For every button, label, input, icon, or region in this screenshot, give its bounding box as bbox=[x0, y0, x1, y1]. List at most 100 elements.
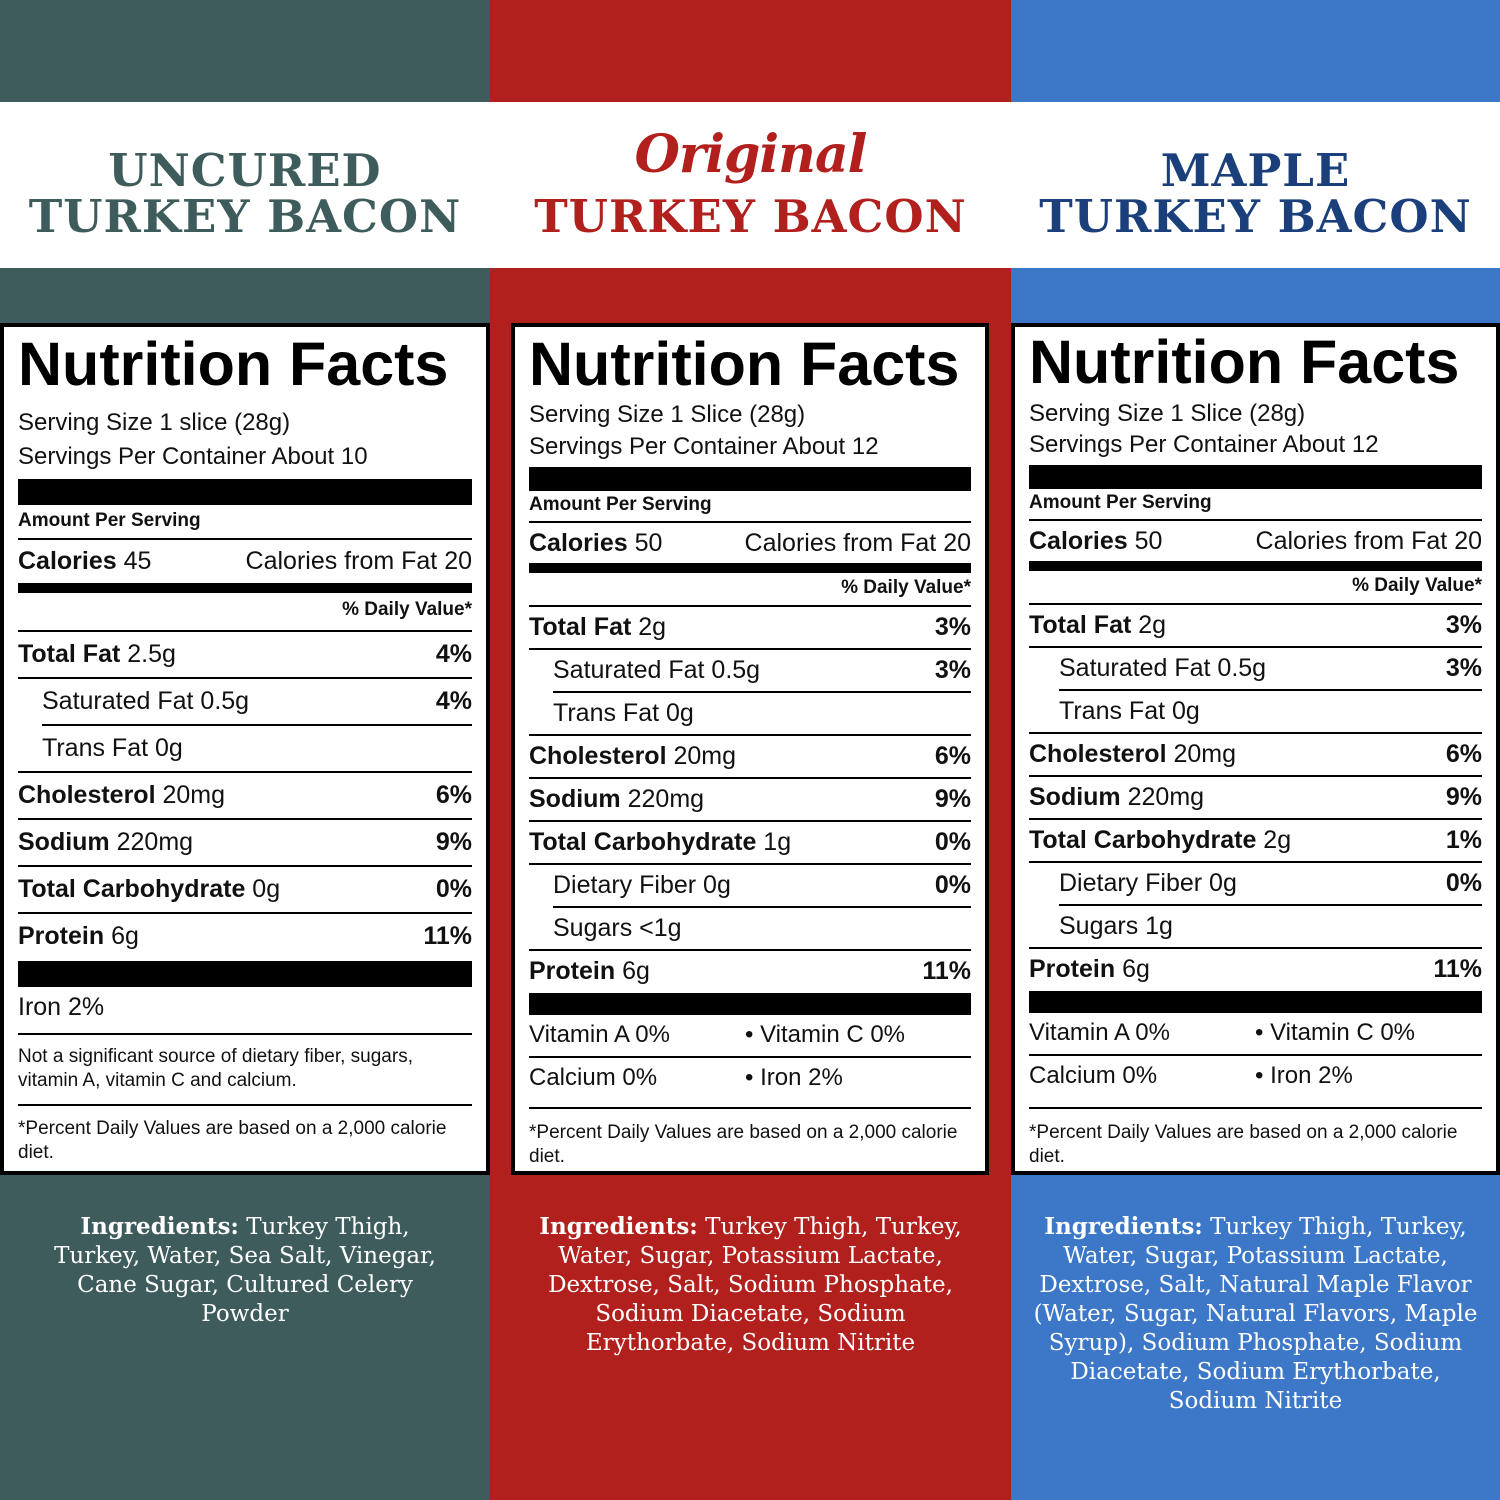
calories-label: Calories bbox=[529, 529, 628, 557]
vitamin-c: • Vitamin C 0% bbox=[1255, 1019, 1416, 1046]
carbohydrate-pct: 0% bbox=[934, 828, 971, 856]
carbohydrate-row: Total Carbohydrate 2g 1% bbox=[1029, 826, 1482, 855]
divider bbox=[18, 1033, 472, 1035]
saturated-fat-row: Saturated Fat 0.5g 3% bbox=[1059, 654, 1482, 683]
not-significant-note: Not a significant source of dietary fibe… bbox=[18, 1046, 413, 1091]
saturated-fat: Saturated Fat 0.5g bbox=[553, 656, 761, 684]
carbohydrate-value: 0g bbox=[252, 875, 281, 903]
carbohydrate-label: Total Carbohydrate bbox=[529, 828, 757, 856]
carbohydrate-value: 2g bbox=[1263, 826, 1292, 854]
original-top-band bbox=[490, 0, 1011, 102]
sodium-row: Sodium 220mg 9% bbox=[1029, 783, 1482, 812]
protein-row: Protein 6g 11% bbox=[18, 922, 472, 951]
original-nutrition-label: Nutrition Facts Serving Size 1 Slice (28… bbox=[511, 323, 989, 1175]
total-fat-value: 2g bbox=[1138, 611, 1167, 639]
maple-title-line1: MAPLE bbox=[1160, 144, 1351, 197]
divider bbox=[553, 906, 971, 908]
ingredients-text: Turkey Thigh, Turkey, Water, Sea Salt, V… bbox=[54, 1214, 436, 1327]
saturated-fat: Saturated Fat 0.5g bbox=[42, 687, 250, 715]
calories-row: Calories 50 Calories from Fat 20 bbox=[529, 529, 971, 558]
divider bbox=[18, 865, 472, 867]
calories-label: Calories bbox=[18, 547, 117, 575]
saturated-fat: Saturated Fat 0.5g bbox=[1059, 654, 1267, 682]
daily-value-label: % Daily Value* bbox=[342, 599, 472, 620]
cholesterol-label: Cholesterol bbox=[18, 781, 156, 809]
serving-size: Serving Size 1 Slice (28g) bbox=[1029, 400, 1306, 427]
divider bbox=[18, 538, 472, 540]
dietary-fiber-row: Dietary Fiber 0g 0% bbox=[553, 871, 971, 900]
divider bbox=[1059, 689, 1482, 691]
daily-value-label: % Daily Value* bbox=[1352, 575, 1482, 596]
serving-size: Serving Size 1 Slice (28g) bbox=[529, 401, 806, 428]
protein-value: 6g bbox=[111, 922, 139, 950]
protein-pct: 11% bbox=[922, 957, 971, 985]
calcium: Calcium 0% bbox=[1029, 1062, 1158, 1089]
saturated-fat-row: Saturated Fat 0.5g 4% bbox=[42, 687, 472, 716]
total-fat-label: Total Fat bbox=[1029, 611, 1132, 639]
cholesterol-row: Cholesterol 20mg 6% bbox=[18, 781, 472, 810]
sodium-pct: 9% bbox=[934, 785, 971, 813]
sodium-pct: 9% bbox=[435, 828, 472, 856]
total-fat-row: Total Fat 2g 3% bbox=[1029, 611, 1482, 640]
amount-per-serving: Amount Per Serving bbox=[18, 510, 201, 531]
divider bbox=[18, 630, 472, 632]
carbohydrate-row: Total Carbohydrate 1g 0% bbox=[529, 828, 971, 857]
daily-value-label: % Daily Value* bbox=[841, 577, 971, 598]
cholesterol-pct: 6% bbox=[934, 742, 971, 770]
total-fat-row: Total Fat 2.5g 4% bbox=[18, 640, 472, 669]
trans-fat: Trans Fat 0g bbox=[553, 699, 694, 727]
cholesterol-row: Cholesterol 20mg 6% bbox=[1029, 740, 1482, 769]
maple-title-line2: TURKEY BACON bbox=[1039, 190, 1472, 243]
iron: • Iron 2% bbox=[1255, 1062, 1353, 1089]
cholesterol-label: Cholesterol bbox=[529, 742, 667, 770]
cholesterol-label: Cholesterol bbox=[1029, 740, 1167, 768]
divider bbox=[529, 1056, 971, 1058]
calories-row: Calories 45 Calories from Fat 20 bbox=[18, 547, 472, 576]
sugars-row: Sugars 1g bbox=[1059, 912, 1482, 941]
medium-divider bbox=[529, 563, 971, 573]
protein-label: Protein bbox=[1029, 955, 1116, 983]
protein-pct: 11% bbox=[1433, 955, 1482, 983]
divider bbox=[529, 1107, 971, 1109]
calories-row: Calories 50 Calories from Fat 20 bbox=[1029, 527, 1482, 556]
carbohydrate-label: Total Carbohydrate bbox=[18, 875, 246, 903]
protein-value: 6g bbox=[1122, 955, 1150, 983]
divider bbox=[529, 521, 971, 523]
protein-label: Protein bbox=[18, 922, 105, 950]
divider bbox=[1029, 603, 1482, 605]
uncured-column: UNCURED TURKEY BACON Nutrition Facts Ser… bbox=[0, 0, 490, 1500]
original-title-line2: TURKEY BACON bbox=[534, 190, 967, 243]
sugars-row: Sugars <1g bbox=[553, 914, 971, 943]
ingredients-label: Ingredients: bbox=[539, 1213, 698, 1240]
divider bbox=[1029, 861, 1482, 863]
cholesterol-row: Cholesterol 20mg 6% bbox=[529, 742, 971, 771]
trans-fat-row: Trans Fat 0g bbox=[42, 734, 472, 763]
divider bbox=[18, 912, 472, 914]
trans-fat-row: Trans Fat 0g bbox=[553, 699, 971, 728]
cholesterol-value: 20mg bbox=[1173, 740, 1237, 768]
cholesterol-pct: 6% bbox=[1445, 740, 1482, 768]
nutrition-facts-heading: Nutrition Facts bbox=[1029, 328, 1460, 396]
divider bbox=[18, 771, 472, 773]
sugars: Sugars <1g bbox=[553, 914, 682, 942]
divider bbox=[1029, 775, 1482, 777]
iron-row: Iron 2% bbox=[18, 993, 472, 1022]
divider bbox=[529, 949, 971, 951]
divider bbox=[18, 677, 472, 679]
servings-per-container: Servings Per Container About 12 bbox=[529, 433, 879, 460]
vitamin-a: Vitamin A 0% bbox=[529, 1021, 670, 1048]
uncured-nutrition-label: Nutrition Facts Serving Size 1 slice (28… bbox=[0, 323, 490, 1175]
total-fat-label: Total Fat bbox=[18, 640, 121, 668]
divider bbox=[1029, 1107, 1482, 1109]
divider bbox=[553, 691, 971, 693]
protein-row: Protein 6g 11% bbox=[1029, 955, 1482, 984]
cholesterol-value: 20mg bbox=[162, 781, 226, 809]
iron: • Iron 2% bbox=[745, 1064, 843, 1091]
saturated-fat-pct: 3% bbox=[1445, 654, 1482, 682]
cholesterol-pct: 6% bbox=[435, 781, 472, 809]
carbohydrate-row: Total Carbohydrate 0g 0% bbox=[18, 875, 472, 904]
maple-top-band bbox=[1011, 0, 1500, 102]
protein-value: 6g bbox=[622, 957, 650, 985]
calcium: Calcium 0% bbox=[529, 1064, 658, 1091]
sugars: Sugars 1g bbox=[1059, 912, 1173, 940]
